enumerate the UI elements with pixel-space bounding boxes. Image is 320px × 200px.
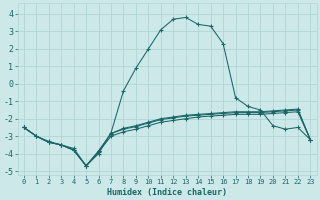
X-axis label: Humidex (Indice chaleur): Humidex (Indice chaleur) [107, 188, 227, 197]
